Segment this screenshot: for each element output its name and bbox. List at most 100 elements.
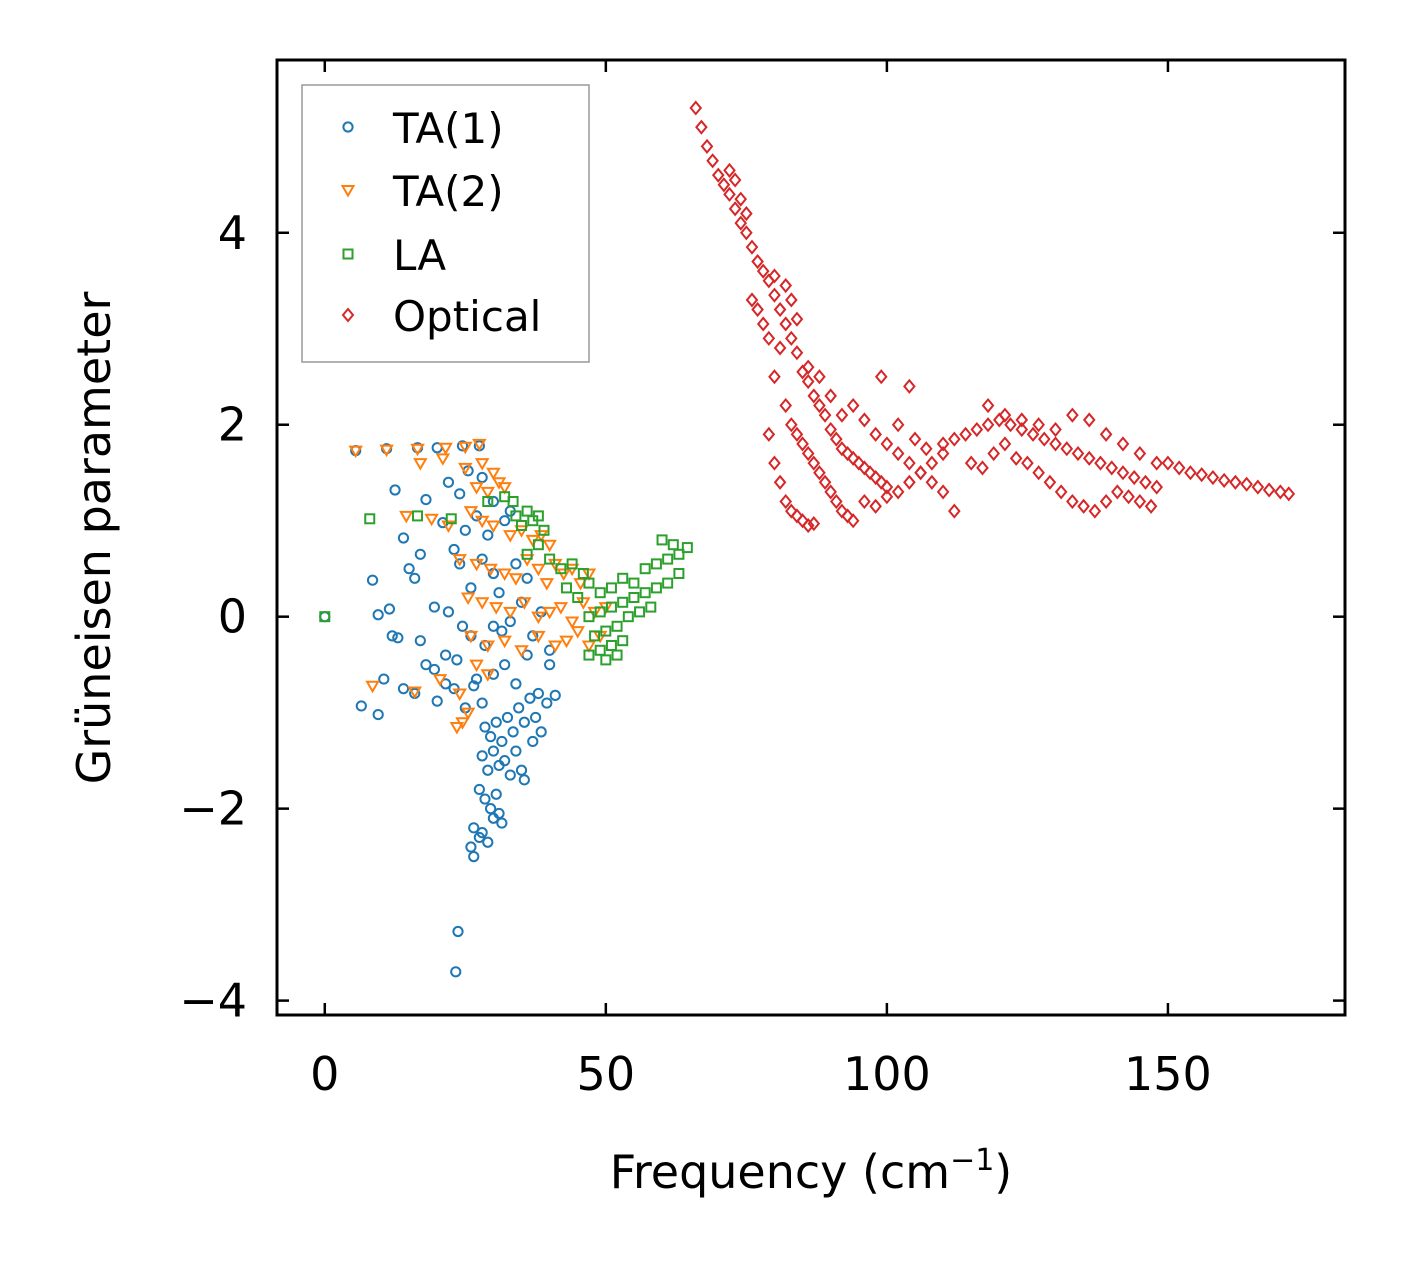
data-point-la (566, 558, 578, 570)
data-point-ta-1 (485, 803, 497, 815)
data-point-la (600, 654, 612, 666)
data-point-ta-1 (397, 683, 410, 695)
data-point-ta-2 (548, 640, 563, 653)
data-point-la (412, 510, 424, 522)
data-point-optical (1032, 417, 1045, 433)
data-point-optical (740, 225, 753, 241)
data-point-optical (740, 206, 753, 222)
data-point-ta-1 (355, 700, 367, 712)
data-point-optical (813, 465, 826, 481)
data-point-ta-2 (486, 520, 501, 533)
data-point-ta-1 (493, 587, 505, 599)
data-point-optical (1049, 436, 1062, 452)
data-point-optical (762, 330, 776, 346)
data-point-optical (824, 484, 837, 500)
data-point-ta-1 (473, 783, 485, 796)
data-point-optical (768, 455, 781, 471)
x-tick-label: 50 (577, 1047, 636, 1101)
data-point-ta-2 (435, 453, 451, 466)
data-point-optical (1282, 486, 1296, 502)
data-point-optical (717, 177, 731, 193)
data-point-optical (835, 503, 849, 519)
data-point-optical (1133, 493, 1147, 510)
data-point-ta-1 (485, 731, 497, 743)
data-point-la (662, 553, 674, 565)
data-point-la (507, 496, 519, 508)
data-point-ta-2 (542, 539, 557, 553)
data-point-la (611, 620, 623, 632)
data-point-optical (779, 397, 793, 414)
data-point-ta-2 (570, 626, 585, 639)
x-axis-label: Frequency (cm−1) (610, 1143, 1013, 1199)
data-point-optical (1099, 493, 1113, 510)
data-point-ta-2 (407, 686, 422, 700)
data-point-ta-1 (409, 572, 421, 584)
data-point-ta-2 (531, 563, 546, 577)
data-point-optical (745, 239, 759, 255)
data-point-la (617, 635, 629, 647)
data-point-la (628, 577, 640, 589)
data-point-optical (936, 484, 950, 500)
data-point-optical (1116, 436, 1130, 452)
data-point-optical (723, 162, 736, 178)
data-point-optical (1037, 431, 1051, 447)
data-point-ta-1 (420, 659, 432, 671)
data-point-ta-1 (487, 812, 500, 824)
data-point-ta-1 (414, 548, 426, 560)
data-point-ta-1 (476, 697, 488, 709)
data-point-la (572, 591, 584, 603)
data-point-ta-2 (559, 635, 574, 649)
legend-label-ta1: TA(1) (392, 104, 504, 153)
data-point-la (681, 542, 693, 554)
data-point-ta-2 (472, 438, 487, 452)
data-point-optical (1066, 493, 1079, 510)
data-point-optical (790, 508, 804, 524)
data-point-ta-1 (496, 735, 508, 748)
data-point-la (605, 639, 617, 651)
data-point-optical (779, 316, 793, 332)
data-point-ta-1 (527, 735, 539, 748)
data-point-optical (689, 100, 703, 116)
data-point-optical (756, 316, 770, 332)
data-point-optical (1184, 465, 1197, 481)
data-point-la (364, 513, 376, 525)
data-point-optical (801, 373, 815, 390)
data-point-ta-2 (497, 635, 512, 649)
data-point-optical (1150, 455, 1163, 471)
data-point-optical (1206, 469, 1220, 486)
data-point-ta-2 (410, 443, 425, 457)
data-point-optical (891, 445, 905, 462)
data-point-optical (858, 460, 871, 476)
data-point-optical (1015, 421, 1029, 438)
data-point-ta-2 (441, 520, 456, 533)
data-point-la (605, 582, 617, 594)
data-point-optical (1274, 484, 1287, 500)
data-point-ta-1 (510, 678, 522, 690)
data-point-ta-2 (564, 616, 580, 629)
data-point-optical (807, 455, 821, 471)
data-point-ta-2 (542, 606, 557, 620)
data-point-optical (846, 450, 860, 466)
data-point-ta-1 (386, 630, 398, 642)
legend-marker-triangle (340, 185, 356, 198)
data-point-optical (818, 474, 832, 490)
data-point-la (532, 539, 544, 551)
data-point-ta-1 (454, 488, 466, 500)
data-point-ta-1 (504, 769, 516, 781)
data-point-ta-2 (463, 506, 479, 519)
data-point-la (516, 520, 528, 532)
data-point-ta-1 (372, 708, 384, 721)
data-point-la (560, 582, 572, 594)
data-point-ta-1 (442, 606, 455, 618)
data-point-ta-2 (553, 602, 569, 615)
data-point-optical (1009, 450, 1023, 466)
data-point-optical (768, 369, 781, 385)
data-point-optical (1150, 479, 1163, 495)
data-point-ta-2 (486, 467, 501, 481)
data-point-ta-2 (474, 515, 490, 529)
data-point-ta-1 (366, 574, 379, 586)
data-point-ta-2 (455, 717, 470, 730)
plot-frame (275, 58, 1347, 1017)
x-tick-label: 100 (843, 1047, 931, 1101)
y-tick-label: 4 (218, 206, 247, 260)
